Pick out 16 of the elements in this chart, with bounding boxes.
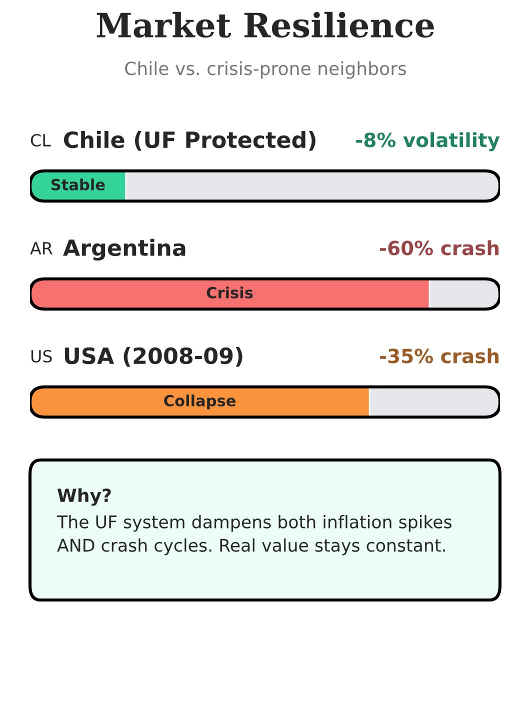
chart-title: Market Resilience bbox=[96, 12, 434, 38]
annotation: AR bbox=[30, 242, 53, 254]
annotation: Stable bbox=[51, 178, 105, 190]
annotation: -60% crash bbox=[380, 240, 498, 256]
annotation: -8% volatility bbox=[356, 132, 500, 152]
annotation: Collapse bbox=[164, 394, 236, 410]
annotation: CL bbox=[30, 134, 51, 147]
annotation: Crisis bbox=[206, 286, 253, 298]
y-tick-label: Argentina bbox=[63, 238, 186, 261]
y-tick-label: Chile (UF Protected) bbox=[64, 130, 316, 151]
annotation: -35% crash bbox=[380, 348, 498, 364]
text: Why? bbox=[58, 488, 111, 506]
annotation: US bbox=[31, 350, 52, 363]
chart-subtitle: Chile vs. crisis-prone neighbors bbox=[125, 61, 406, 79]
y-tick-label: USA (2008-09) bbox=[64, 346, 242, 367]
text: The UF system dampens both inflation spikes AND crash cycles. Real value stays constant. bbox=[56, 515, 452, 556]
